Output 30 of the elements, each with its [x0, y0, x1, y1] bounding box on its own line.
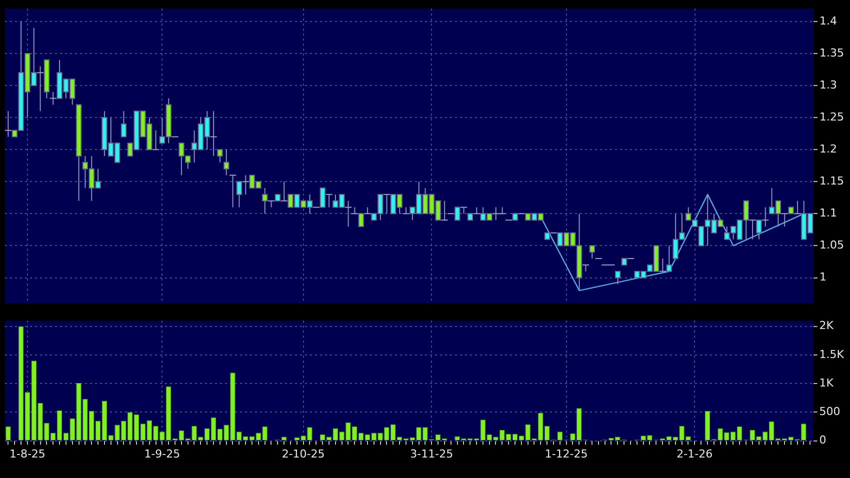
candlestick: [762, 206, 770, 227]
x-tick-label: 2-1-26: [676, 447, 713, 460]
candlestick: [780, 213, 788, 227]
y-tick-label: 1.35: [820, 46, 844, 60]
x-tick-label: 1-12-25: [544, 447, 588, 460]
y-tick-label: 1.25: [820, 110, 844, 124]
y-tick-label: 500: [819, 405, 840, 418]
x-tick-label: 3-11-25: [410, 447, 454, 460]
candlestick: [325, 194, 333, 208]
y-tick-label: 1: [820, 270, 827, 284]
x-tick-label: 1-9-25: [144, 447, 180, 460]
candlestick: [280, 181, 288, 202]
candlestick: [49, 91, 57, 106]
candlestick: [210, 110, 218, 156]
y-tick-label: 1.2: [820, 142, 838, 156]
y-tick-label: 1.1: [820, 206, 838, 220]
x-tick-label: 1-8-25: [9, 447, 46, 460]
candlestick: [794, 200, 802, 214]
y-tick-label: 1K: [819, 376, 834, 390]
y-tick-label: 1.05: [820, 238, 844, 252]
y-tick-label: 0: [819, 434, 826, 447]
y-tick-label: 1.5K: [819, 348, 845, 361]
candlestick: [242, 174, 250, 195]
y-tick-label: 1.4: [820, 14, 838, 28]
candlestick: [440, 200, 448, 221]
y-tick-label: 2K: [819, 319, 834, 332]
y-tick-label: 1.3: [820, 78, 838, 92]
candlestick: [748, 220, 756, 240]
x-tick-label: 2-10-25: [282, 447, 325, 460]
y-tick-label: 1.15: [820, 174, 844, 188]
